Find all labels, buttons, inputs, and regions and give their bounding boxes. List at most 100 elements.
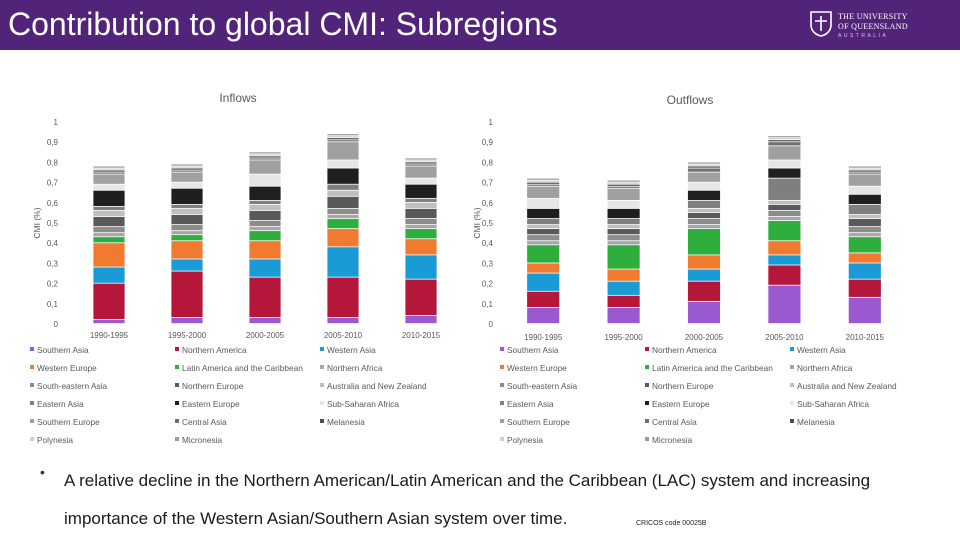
outflows-bar-segment [607, 200, 640, 209]
outflows-y-tick-label: 0,2 [482, 280, 494, 289]
outflows-bar-segment [848, 253, 881, 263]
legend-swatch [30, 437, 34, 441]
inflows-y-tick-label: 0,5 [47, 219, 59, 228]
inflows-bar-segment [249, 158, 281, 160]
inflows-bar-segment [93, 174, 125, 184]
logo-text-line2: OF QUEENSLAND [838, 22, 908, 31]
legend-label: Northern Africa [327, 363, 383, 373]
outflows-bar-segment [848, 297, 881, 324]
inflows-chart-title: Inflows [219, 91, 256, 105]
outflows-bar-segment [687, 301, 721, 324]
outflows-y-tick-label: 0,3 [482, 259, 494, 268]
outflows-bar-segment [687, 162, 721, 164]
inflows-bar-segment [93, 243, 125, 267]
inflows-bar-segment [171, 231, 203, 235]
inflows-bar-segment [405, 208, 437, 219]
outflows-bar-segment [687, 269, 721, 281]
inflows-bar-segment [405, 160, 437, 162]
outflows-bar-segment [527, 182, 560, 184]
legend-label: Central Asia [652, 417, 697, 427]
inflows-bar-segment [93, 227, 125, 233]
outflows-bar-segment [768, 200, 801, 205]
legend-swatch [500, 347, 504, 351]
outflows-bar-segment [527, 178, 560, 180]
outflows-bar-segment [607, 229, 640, 235]
legend-label: Southern Europe [507, 417, 570, 427]
outflows-bar-segment [848, 186, 881, 194]
legend-swatch [790, 365, 794, 369]
outflows-bar-segment [687, 164, 721, 166]
outflows-bar-segment [848, 279, 881, 297]
inflows-bar-segment [405, 184, 437, 198]
outflows-bar-segment [607, 208, 640, 219]
inflows-bar-segment [93, 168, 125, 170]
outflows-bar-segment [527, 186, 560, 198]
outflows-x-tick-label: 2010-2015 [846, 333, 885, 342]
legend-swatch [790, 419, 794, 423]
inflows-bar-segment [249, 152, 281, 154]
legend-label: Melanesia [797, 417, 835, 427]
outflows-bar-segment [527, 198, 560, 209]
inflows-y-tick-label: 0,6 [47, 199, 59, 208]
outflows-bar-segment [687, 168, 721, 172]
inflows-bar-segment [171, 168, 203, 170]
inflows-bar-segment [249, 317, 281, 324]
outflows-bar-segment [768, 142, 801, 146]
legend-swatch [645, 437, 649, 441]
outflows-bar-segment [768, 204, 801, 211]
legend-swatch [500, 419, 504, 423]
inflows-bar-segment [249, 174, 281, 186]
crest-icon [810, 11, 832, 37]
logo-text-line3: AUSTRALIA [838, 33, 889, 39]
outflows-bar-segment [768, 178, 801, 200]
inflows-bar-segment [171, 208, 203, 215]
outflows-y-tick-label: 0,5 [482, 219, 494, 228]
outflows-bar-segment [607, 186, 640, 188]
inflows-bar-segment [405, 198, 437, 202]
logo-text-line1: THE UNIVERSITY [838, 12, 908, 21]
legend-label: Eastern Europe [182, 399, 240, 409]
outflows-y-tick-label: 0,7 [482, 179, 494, 188]
inflows-y-tick-label: 0,4 [47, 239, 59, 248]
legend-swatch [30, 347, 34, 351]
legend-swatch [175, 401, 179, 405]
legend-label: Eastern Asia [37, 399, 84, 409]
outflows-bar-segment [768, 168, 801, 178]
legend-swatch [645, 365, 649, 369]
inflows-bar-segment [93, 233, 125, 237]
inflows-chart: Inflows CMI (%) 0 0,1 0,2 0,3 0,4 0,5 0,6 0,7 0,8 0… [32, 91, 441, 340]
outflows-bar-segment [768, 241, 801, 255]
inflows-bar-segment [405, 158, 437, 160]
outflows-chart: Outflows CMI (%) 0 0,1 0,2 0,3 0,4 0,5 0,6 0,7 0,8… [472, 93, 884, 342]
outflows-bar-segment [527, 245, 560, 263]
legend-label: Micronesia [652, 435, 693, 445]
outflows-bar-segment [768, 285, 801, 324]
legend-label: Melanesia [327, 417, 365, 427]
inflows-bar-segment [93, 184, 125, 190]
outflows-y-tick-label: 1 [489, 118, 494, 127]
inflows-y-tick-label: 0 [54, 320, 59, 329]
inflows-bar-segment [171, 259, 203, 271]
inflows-bar-segment [405, 202, 437, 209]
inflows-bar-segment [327, 184, 359, 190]
inflows-bar-segment [327, 208, 359, 215]
inflows-y-axis-label: CMI (%) [32, 207, 42, 238]
outflows-bar-segment [527, 208, 560, 219]
legend-swatch [320, 419, 324, 423]
legend-swatch [645, 347, 649, 351]
inflows-bar-segment [249, 210, 281, 221]
legend-swatch [790, 401, 794, 405]
legend-label: Latin America and the Caribbean [182, 363, 303, 373]
inflows-bar-segment [327, 134, 359, 136]
inflows-bar-segment [327, 196, 359, 209]
outflows-bar-segment [768, 255, 801, 265]
outflows-bar-segment [527, 241, 560, 245]
outflows-bar-segment [687, 229, 721, 255]
outflows-bar-segment [768, 216, 801, 221]
outflows-bar-segment [848, 263, 881, 279]
outflows-bar-segment [687, 172, 721, 182]
outflows-bar-segment [768, 146, 801, 160]
inflows-bar-segment [405, 166, 437, 178]
legend-label: Northern Europe [182, 381, 244, 391]
outflows-y-tick-label: 0,4 [482, 239, 494, 248]
